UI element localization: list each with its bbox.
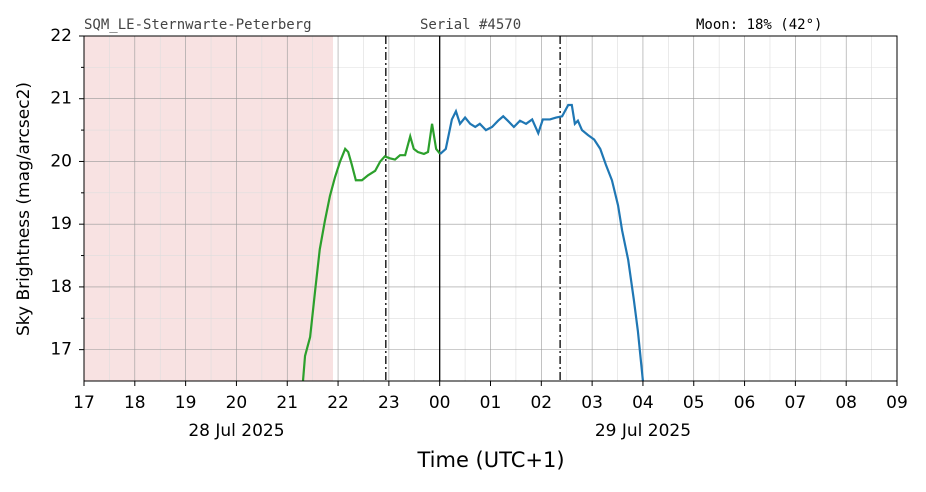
x-tick-label: 09	[886, 393, 908, 413]
x-tick-label: 21	[276, 393, 298, 413]
x-tick-label: 01	[480, 393, 502, 413]
x-tick-label: 03	[581, 393, 603, 413]
header-center: Serial #4570	[420, 17, 521, 33]
x-tick-label: 04	[632, 393, 654, 413]
x-tick-label: 08	[835, 393, 857, 413]
x-tick-label: 06	[734, 393, 756, 413]
date-label: 29 Jul 2025	[595, 421, 691, 441]
plot-frame	[83, 35, 898, 382]
x-tick-label: 17	[73, 393, 95, 413]
x-tick-label: 02	[530, 393, 552, 413]
x-tick-label: 22	[327, 393, 349, 413]
x-tick-label: 07	[785, 393, 807, 413]
y-tick-label: 22	[50, 26, 72, 46]
y-tick-label: 20	[50, 151, 72, 171]
y-tick-label: 17	[50, 340, 72, 360]
y-tick-label: 19	[50, 214, 72, 234]
x-tick-label: 19	[175, 393, 197, 413]
date-label: 28 Jul 2025	[188, 421, 284, 441]
x-axis-label: Time (UTC+1)	[416, 448, 564, 472]
header-left: SQM_LE-Sternwarte-Peterberg	[84, 17, 312, 33]
x-tick-label: 00	[429, 393, 451, 413]
series-line	[301, 123, 442, 381]
y-axis-label: Sky Brightness (mag/arcsec2)	[14, 82, 34, 336]
x-tick-label: 18	[124, 393, 146, 413]
series-line	[439, 103, 645, 381]
y-tick-label: 18	[50, 277, 72, 297]
y-tick-label: 21	[50, 89, 72, 109]
x-tick-label: 05	[683, 393, 705, 413]
plot-lines	[301, 103, 645, 381]
header-right: Moon: 18% (42°)	[696, 17, 822, 33]
x-tick-label: 20	[226, 393, 248, 413]
x-tick-label: 23	[378, 393, 400, 413]
night-shade	[84, 36, 333, 381]
